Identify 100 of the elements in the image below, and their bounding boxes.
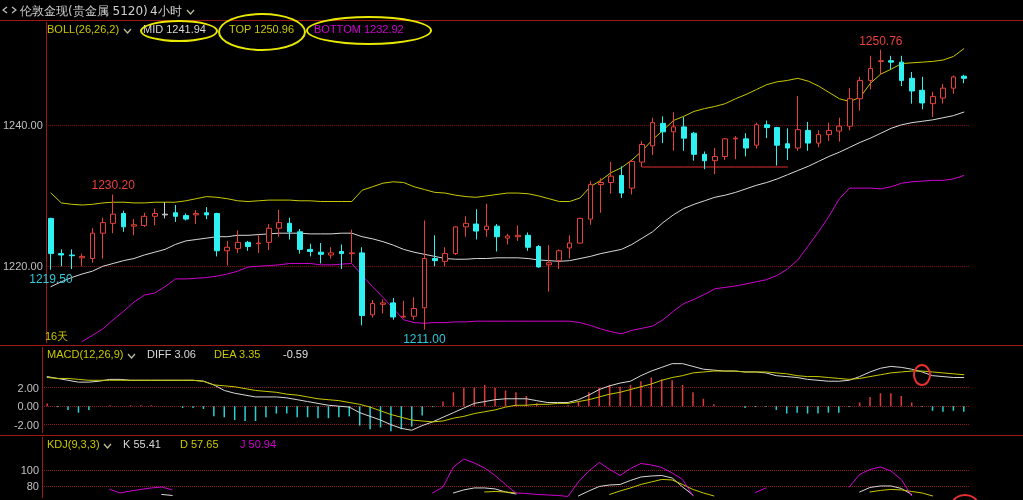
candlestick — [110, 193, 116, 234]
candlestick — [868, 55, 873, 91]
candlestick — [79, 253, 85, 267]
candlestick — [48, 217, 54, 271]
y-tick-label: 0.00 — [17, 400, 39, 413]
candlestick — [370, 299, 375, 319]
candlestick — [639, 140, 645, 168]
y-tick-label: 2.00 — [17, 381, 39, 394]
annotation: -0.59 — [283, 348, 309, 361]
candlestick — [256, 234, 261, 254]
candlestick — [608, 161, 614, 195]
candlestick — [826, 122, 832, 142]
candlestick — [888, 55, 894, 70]
chart-subtitle: 4小时 — [150, 3, 182, 20]
y-tick-label: -2.00 — [13, 418, 39, 431]
candlestick — [546, 244, 552, 293]
candlestick — [785, 127, 790, 161]
candlestick — [121, 210, 126, 233]
y-tick-label: 1240.00 — [3, 119, 43, 132]
candlestick — [276, 209, 282, 238]
annotation: DEA 3.35 — [214, 348, 261, 361]
candlestick — [619, 165, 624, 199]
annotation: KDJ(9,3,3) — [47, 438, 100, 451]
candlestick — [401, 300, 406, 319]
candlestick — [629, 159, 635, 195]
candlestick — [671, 111, 676, 152]
candlestick — [577, 217, 583, 245]
candlestick — [453, 225, 458, 256]
candlestick — [536, 244, 541, 269]
candlestick — [287, 217, 292, 241]
candlestick — [359, 246, 365, 326]
candlestick — [764, 120, 770, 139]
line-series — [81, 174, 965, 343]
candlestick — [131, 218, 137, 236]
candlestick — [909, 71, 915, 105]
candlestick — [567, 234, 572, 260]
annotation: BOLL(26,26,2) — [47, 23, 120, 36]
candlestick — [422, 220, 427, 331]
candlestick — [235, 229, 241, 254]
candlestick — [152, 208, 158, 226]
candlestick — [878, 49, 884, 76]
candlestick — [681, 116, 687, 152]
candlestick — [556, 248, 562, 270]
candlestick — [307, 243, 313, 257]
candlestick — [805, 121, 811, 152]
candlestick — [328, 246, 334, 260]
candlestick — [525, 231, 531, 252]
annotation: 1230.20 — [91, 178, 136, 193]
candlestick — [515, 224, 521, 242]
candlestick — [193, 209, 199, 225]
candlestick — [816, 129, 821, 148]
candlestick — [463, 215, 469, 238]
y-tick-label: 1220.00 — [3, 260, 43, 273]
candlestick — [733, 135, 738, 160]
candlestick — [339, 243, 344, 270]
candlestick — [660, 115, 666, 144]
annotation: 1211.00 — [403, 331, 446, 346]
candlestick — [691, 131, 697, 162]
candlestick — [743, 132, 749, 157]
candlestick — [411, 296, 417, 321]
candlestick — [588, 180, 593, 226]
candlestick — [432, 234, 438, 267]
candlestick — [484, 203, 489, 238]
candlestick — [847, 87, 853, 131]
candlestick — [919, 76, 925, 110]
candlestick — [836, 117, 842, 143]
annotation: K 55.41 — [123, 438, 161, 451]
candlestick — [69, 248, 75, 270]
candlestick — [162, 201, 168, 219]
annotation: DIFF 3.06 — [147, 348, 196, 361]
candlestick — [961, 74, 967, 84]
candlestick — [774, 126, 780, 167]
candlestick — [318, 242, 324, 264]
annotation: BOTTOM 1232.92 — [314, 23, 404, 36]
candlestick — [173, 204, 178, 223]
candlestick — [930, 91, 936, 118]
candlestick — [505, 233, 510, 245]
y-tick-label: 80 — [26, 480, 39, 493]
candlestick — [224, 240, 230, 267]
candlestick — [473, 208, 479, 241]
annotation: MID 1241.94 — [143, 23, 206, 36]
line-series — [50, 48, 965, 206]
candlestick — [266, 223, 272, 251]
candlestick — [754, 122, 759, 150]
candlestick — [90, 227, 95, 264]
annotation: MACD(12,26,9) — [47, 348, 124, 361]
candlestick — [795, 95, 801, 152]
candlestick — [297, 228, 303, 255]
candlestick — [390, 297, 396, 321]
candlestick — [598, 177, 604, 214]
candlestick — [899, 55, 904, 87]
candlestick — [380, 298, 386, 314]
candlestick — [204, 206, 209, 220]
candlestick — [702, 151, 707, 170]
candlestick — [494, 223, 500, 252]
candlestick — [712, 147, 718, 175]
chart-title: 伦敦金现(贵金属 5120) — [20, 3, 148, 20]
candlestick — [650, 117, 655, 156]
annotation: J 50.94 — [240, 438, 277, 451]
candlestick — [951, 75, 956, 95]
